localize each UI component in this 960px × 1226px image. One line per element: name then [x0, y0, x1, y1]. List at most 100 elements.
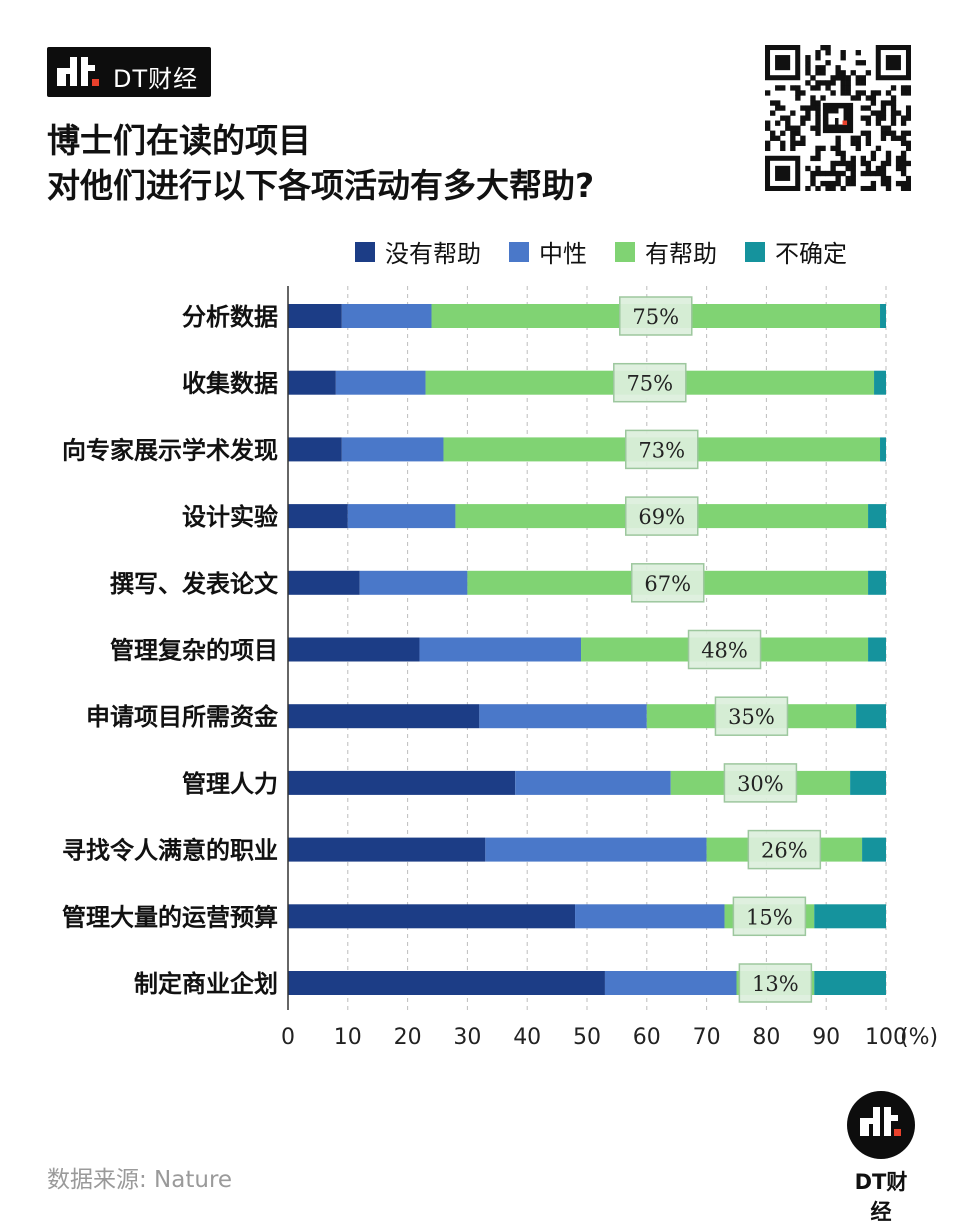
bar-segment — [288, 570, 360, 595]
data-label-box — [732, 896, 807, 937]
x-tick-label: 50 — [573, 1025, 601, 1050]
bar-segment — [341, 437, 444, 462]
category-label: 管理人力 — [182, 770, 278, 798]
legend-item-unsure: 不确定 — [745, 234, 847, 269]
data-label-box — [625, 496, 699, 536]
bar-segment — [288, 504, 348, 529]
x-axis-unit: (%) — [900, 1025, 938, 1050]
bar-segment — [880, 437, 886, 462]
data-source: 数据来源: Nature — [47, 1167, 233, 1193]
bar-segment — [288, 704, 480, 729]
bar-segment — [485, 837, 707, 862]
dt-logo-icon — [57, 57, 99, 86]
bar-segment — [419, 637, 582, 662]
category-label: 寻找令人满意的职业 — [62, 837, 278, 865]
bar-segment — [604, 971, 737, 995]
title-line-2: 对他们进行以下各项活动有多大帮助? — [47, 166, 595, 205]
bar-segment — [868, 637, 886, 662]
bar-segment — [288, 837, 486, 862]
bar-segment — [347, 504, 456, 529]
data-label: 30% — [737, 772, 784, 796]
data-label: 75% — [626, 372, 673, 396]
bar-segment — [868, 504, 886, 529]
x-tick-label: 10 — [334, 1025, 362, 1050]
x-tick-label: 80 — [752, 1025, 780, 1050]
category-label: 收集数据 — [182, 370, 278, 398]
data-label: 75% — [632, 305, 679, 329]
bar-segment — [288, 904, 576, 929]
bar-segment — [288, 304, 342, 328]
bar-segment — [288, 971, 605, 995]
legend-label: 有帮助 — [645, 240, 717, 268]
bar-segment — [479, 704, 647, 729]
legend-item-not-helpful: 没有帮助 — [355, 234, 481, 269]
bar-segment — [874, 370, 886, 395]
bar-segment — [288, 370, 336, 395]
data-label: 15% — [746, 905, 793, 929]
x-tick-label: 100 — [865, 1025, 907, 1050]
data-label: 13% — [752, 972, 799, 996]
data-label-box — [625, 429, 699, 470]
category-label: 管理复杂的项目 — [110, 637, 278, 665]
data-label: 26% — [761, 839, 808, 863]
bar-segment — [814, 904, 886, 929]
data-label-box — [738, 963, 813, 1003]
x-tick-label: 60 — [633, 1025, 661, 1050]
bar-segment — [288, 770, 516, 795]
data-label-box — [619, 296, 693, 336]
bar-segment — [515, 770, 671, 795]
bar-segment — [856, 704, 886, 729]
bar-segment — [814, 971, 886, 995]
dt-round-logo-icon — [847, 1091, 915, 1159]
qr-code-image — [765, 45, 911, 191]
bar-segment — [862, 837, 886, 862]
x-tick-label: 70 — [693, 1025, 721, 1050]
x-tick-label: 40 — [513, 1025, 541, 1050]
bar-segment — [341, 304, 432, 328]
bar-segment — [880, 304, 886, 328]
legend-item-neutral: 中性 — [509, 234, 587, 269]
data-label-box — [714, 696, 789, 736]
legend-swatch — [355, 241, 375, 262]
brand-badge: DT财经 — [47, 47, 211, 97]
bar-segment — [288, 637, 420, 662]
legend-label: 不确定 — [775, 240, 847, 268]
data-label-box — [687, 629, 762, 670]
category-label: 向专家展示学术发现 — [62, 436, 278, 464]
data-label: 69% — [638, 505, 685, 529]
chart-title: 博士们在读的项目 对他们进行以下各项活动有多大帮助? — [47, 118, 594, 208]
footer-brand-name: DT财经 — [854, 1170, 908, 1224]
bar-segment — [359, 570, 468, 595]
legend: 没有帮助 中性 有帮助 不确定 — [355, 234, 847, 269]
x-tick-label: 30 — [453, 1025, 481, 1050]
category-label: 制定商业企划 — [134, 970, 278, 998]
category-label: 撰写、发表论文 — [110, 570, 279, 598]
data-label: 35% — [728, 705, 775, 729]
data-label: 48% — [701, 639, 748, 663]
bar-segment — [575, 904, 725, 929]
x-tick-label: 90 — [812, 1025, 840, 1050]
bar-segment — [335, 370, 426, 395]
bar-segment — [868, 570, 886, 595]
category-label: 设计实验 — [182, 503, 278, 531]
legend-label: 中性 — [539, 240, 587, 268]
data-label-box — [723, 763, 798, 803]
brand-name: DT财经 — [113, 65, 199, 93]
stacked-bar-chart: 0 10 20 30 40 50 60 70 80 90 100(%) 分析数据 75% 收集数据 75% 向… — [62, 286, 938, 1050]
title-line-1: 博士们在读的项目 — [47, 121, 311, 160]
category-label: 管理大量的运营预算 — [62, 903, 278, 931]
data-label: 67% — [644, 572, 691, 596]
data-label: 73% — [638, 438, 685, 462]
legend-swatch — [509, 241, 529, 262]
legend-swatch — [615, 241, 635, 262]
data-label-box — [747, 829, 822, 870]
legend-item-helpful: 有帮助 — [615, 234, 717, 269]
x-tick-label: 20 — [394, 1025, 422, 1050]
category-label: 分析数据 — [182, 303, 278, 331]
legend-label: 没有帮助 — [385, 240, 481, 268]
data-label-box — [630, 563, 705, 603]
category-label: 申请项目所需资金 — [86, 703, 279, 731]
bar-segment — [850, 770, 886, 795]
legend-swatch — [745, 241, 765, 262]
bar-segment — [288, 437, 342, 462]
